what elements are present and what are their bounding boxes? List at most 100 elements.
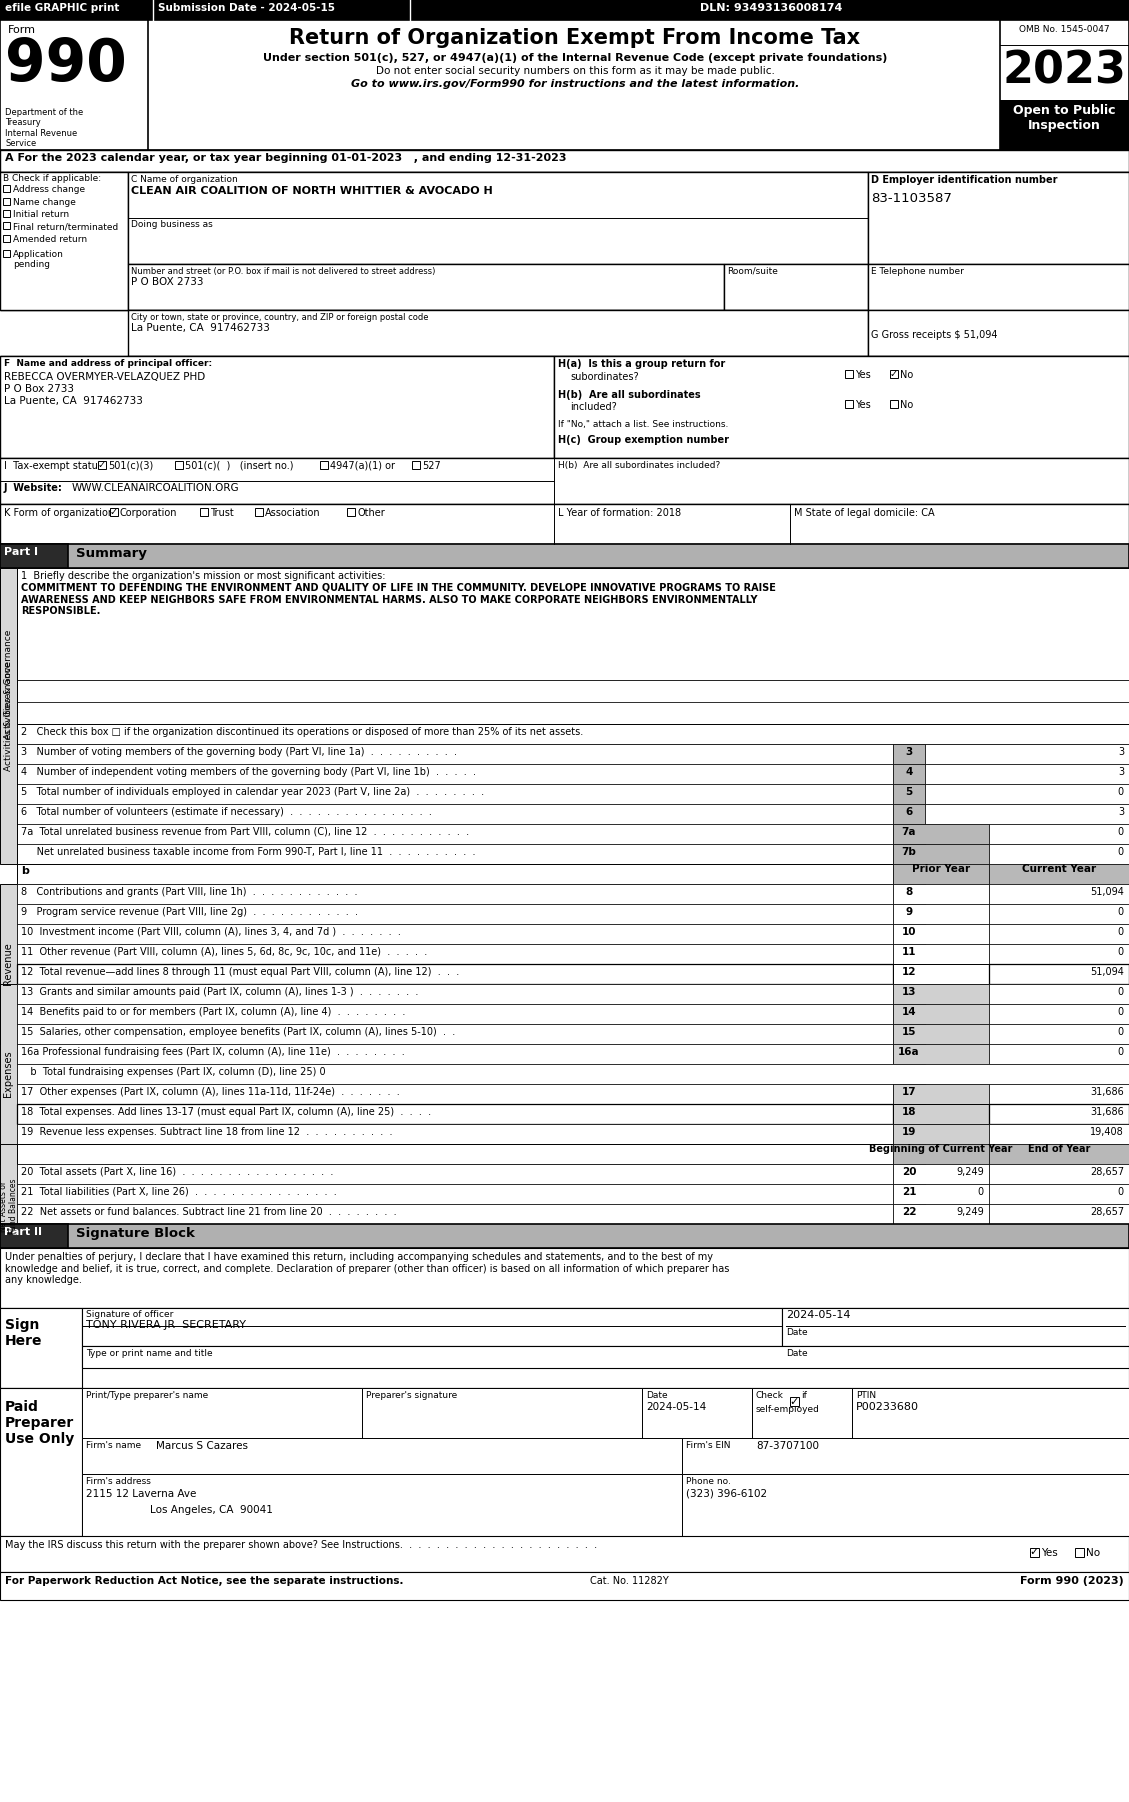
- Text: Preparer's signature: Preparer's signature: [366, 1391, 457, 1400]
- Bar: [175, 461, 183, 469]
- Bar: [412, 461, 420, 469]
- Text: 2023: 2023: [1003, 50, 1126, 94]
- Text: 51,094: 51,094: [1091, 887, 1124, 897]
- Bar: [3, 211, 10, 216]
- Bar: [989, 824, 1129, 843]
- Text: 17  Other expenses (Part IX, column (A), lines 11a-11d, 11f-24e)  .  .  .  .  . : 17 Other expenses (Part IX, column (A), …: [21, 1087, 400, 1097]
- Bar: [17, 804, 893, 824]
- Bar: [893, 1085, 989, 1105]
- Bar: [893, 924, 925, 944]
- Text: 0: 0: [1118, 1027, 1124, 1036]
- Bar: [893, 885, 989, 905]
- Text: Yes: Yes: [1041, 1548, 1058, 1559]
- Text: Initial return: Initial return: [14, 211, 69, 220]
- Text: 0: 0: [1118, 1188, 1124, 1197]
- Text: Association: Association: [265, 508, 321, 517]
- Text: Corporation: Corporation: [120, 508, 177, 517]
- Bar: [0, 544, 68, 568]
- Text: Date: Date: [786, 1328, 807, 1337]
- Bar: [893, 944, 989, 964]
- Text: L Year of formation: 2018: L Year of formation: 2018: [558, 508, 681, 517]
- Bar: [893, 1124, 989, 1144]
- Text: 2115 12 Laverna Ave: 2115 12 Laverna Ave: [86, 1488, 196, 1499]
- Text: 3: 3: [1118, 768, 1124, 777]
- Text: 9,249: 9,249: [956, 1168, 984, 1177]
- Bar: [893, 1043, 989, 1063]
- Bar: [82, 1474, 682, 1535]
- Text: La Puente, CA  917462733: La Puente, CA 917462733: [5, 396, 143, 405]
- Bar: [989, 1204, 1129, 1224]
- Text: 0: 0: [1118, 787, 1124, 796]
- Text: 11: 11: [902, 948, 917, 957]
- Text: ✓: ✓: [890, 369, 898, 378]
- Text: I  Tax-exempt status:: I Tax-exempt status:: [5, 461, 106, 470]
- Bar: [893, 1024, 989, 1043]
- Text: 31,686: 31,686: [1091, 1106, 1124, 1117]
- Bar: [0, 1308, 1129, 1388]
- Text: P O BOX 2733: P O BOX 2733: [131, 278, 203, 287]
- Bar: [925, 784, 1129, 804]
- Text: 3: 3: [905, 748, 912, 757]
- Bar: [989, 1164, 1129, 1184]
- Bar: [0, 1388, 1129, 1535]
- Bar: [17, 984, 893, 1004]
- Text: b  Total fundraising expenses (Part IX, column (D), line 25) 0: b Total fundraising expenses (Part IX, c…: [21, 1067, 325, 1078]
- Text: H(a)  Is this a group return for: H(a) Is this a group return for: [558, 359, 725, 369]
- Text: P O Box 2733: P O Box 2733: [5, 384, 75, 395]
- Bar: [893, 1024, 925, 1043]
- Bar: [0, 357, 554, 458]
- Bar: [128, 265, 724, 310]
- Bar: [989, 1105, 1129, 1124]
- Text: A For the 2023 calendar year, or tax year beginning 01-01-2023   , and ending 12: A For the 2023 calendar year, or tax yea…: [5, 153, 567, 162]
- Text: 19: 19: [902, 1126, 917, 1137]
- Text: 14: 14: [902, 1007, 917, 1016]
- Text: 16a: 16a: [899, 1047, 920, 1058]
- Text: 3: 3: [1118, 748, 1124, 757]
- Bar: [0, 568, 17, 863]
- Bar: [0, 171, 1129, 310]
- Bar: [3, 186, 10, 193]
- Bar: [925, 764, 1129, 784]
- Text: 87-3707100: 87-3707100: [756, 1442, 819, 1451]
- Bar: [893, 1105, 925, 1124]
- Text: Final return/terminated: Final return/terminated: [14, 222, 119, 231]
- Text: H(b)  Are all subordinates included?: H(b) Are all subordinates included?: [558, 461, 720, 470]
- Text: 18  Total expenses. Add lines 13-17 (must equal Part IX, column (A), line 25)  .: 18 Total expenses. Add lines 13-17 (must…: [21, 1106, 431, 1117]
- Text: 10: 10: [902, 926, 917, 937]
- Text: P00233680: P00233680: [856, 1402, 919, 1413]
- Bar: [0, 0, 1129, 20]
- Text: OMB No. 1545-0047: OMB No. 1545-0047: [1018, 25, 1110, 34]
- Bar: [255, 508, 263, 515]
- Text: 0: 0: [1118, 847, 1124, 858]
- Text: Room/suite: Room/suite: [727, 267, 778, 276]
- Bar: [17, 1063, 1129, 1085]
- Bar: [989, 843, 1129, 863]
- Text: 9,249: 9,249: [956, 1207, 984, 1216]
- Text: Cat. No. 11282Y: Cat. No. 11282Y: [590, 1577, 668, 1586]
- Text: 17: 17: [902, 1087, 917, 1097]
- Text: 12: 12: [902, 968, 917, 977]
- Bar: [724, 265, 868, 310]
- Text: 22: 22: [902, 1207, 917, 1216]
- Text: REBECCA OVERMYER-VELAZQUEZ PHD: REBECCA OVERMYER-VELAZQUEZ PHD: [5, 371, 205, 382]
- Bar: [17, 843, 893, 863]
- Bar: [0, 1308, 82, 1388]
- Text: Net unrelated business taxable income from Form 990-T, Part I, line 11  .  .  . : Net unrelated business taxable income fr…: [21, 847, 475, 858]
- Bar: [320, 461, 329, 469]
- Text: 13: 13: [902, 987, 917, 997]
- Text: Los Angeles, CA  90041: Los Angeles, CA 90041: [150, 1505, 273, 1515]
- Text: 6: 6: [905, 807, 912, 816]
- Text: Paid
Preparer
Use Only: Paid Preparer Use Only: [5, 1400, 75, 1447]
- Text: 7a  Total unrelated business revenue from Part VIII, column (C), line 12  .  .  : 7a Total unrelated business revenue from…: [21, 827, 470, 836]
- Bar: [0, 1249, 1129, 1308]
- Bar: [0, 150, 1129, 171]
- Bar: [989, 1085, 1129, 1105]
- Bar: [890, 369, 898, 378]
- Bar: [0, 357, 1129, 458]
- Text: Sign
Here: Sign Here: [5, 1317, 43, 1348]
- Text: Department of the
Treasury
Internal Revenue
Service: Department of the Treasury Internal Reve…: [5, 108, 84, 148]
- Bar: [893, 804, 925, 824]
- Bar: [82, 1308, 782, 1346]
- Text: 527: 527: [422, 461, 440, 470]
- Text: If "No," attach a list. See instructions.: If "No," attach a list. See instructions…: [558, 420, 728, 429]
